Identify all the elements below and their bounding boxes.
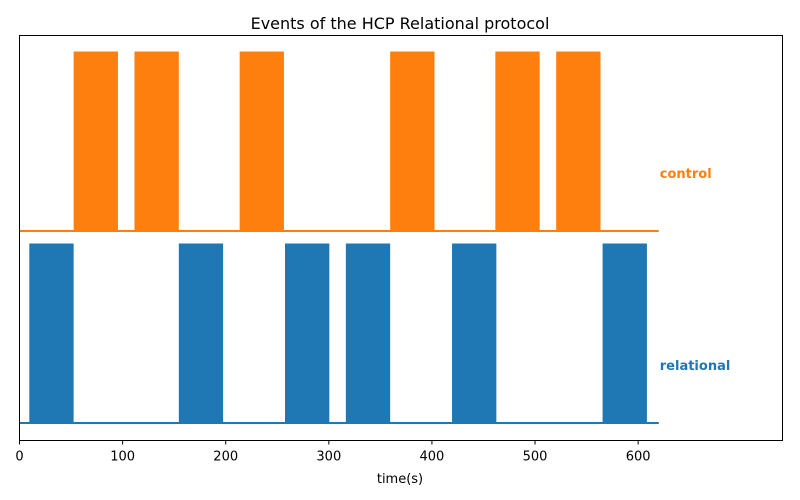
series-relational: relational [19,243,731,424]
x-axis-label: time(s) [377,472,423,487]
series-label-relational: relational [660,359,731,374]
x-tick-label-600: 600 [626,450,651,465]
x-axis: 0 100 200 300 400 500 600 [15,440,651,465]
chart-title: Events of the HCP Relational protocol [251,14,550,33]
x-tick-label-200: 200 [213,450,238,465]
x-tick-label-100: 100 [110,450,135,465]
series-control-block-1 [73,51,118,232]
x-tick-label-500: 500 [523,450,548,465]
series-control-block-6 [556,51,601,232]
series-relational-block-3 [285,243,330,424]
series-control-block-2 [134,51,179,232]
series-control-block-5 [495,51,540,232]
series-label-control: control [660,167,712,182]
x-tick-label-300: 300 [316,450,341,465]
series-relational-block-1 [29,243,74,424]
series-relational-block-6 [602,243,647,424]
series-control: control [19,51,712,232]
series-relational-block-4 [345,243,391,424]
series-relational-block-5 [452,243,497,424]
x-tick-label-0: 0 [15,450,23,465]
x-tick-label-400: 400 [420,450,445,465]
series-control-block-3 [239,51,284,232]
plot-area: control relational [19,51,731,424]
series-control-block-4 [390,51,435,232]
axes-frame [19,35,783,441]
series-relational-block-2 [178,243,224,424]
